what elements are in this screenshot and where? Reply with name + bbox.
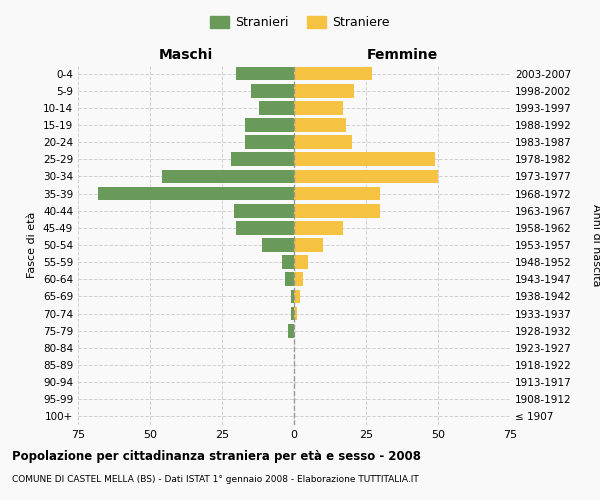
- Bar: [294, 118, 346, 132]
- Bar: [161, 170, 294, 183]
- Bar: [294, 306, 297, 320]
- Text: Popolazione per cittadinanza straniera per età e sesso - 2008: Popolazione per cittadinanza straniera p…: [12, 450, 421, 463]
- Text: Femmine: Femmine: [367, 48, 437, 62]
- Bar: [291, 306, 294, 320]
- Text: COMUNE DI CASTEL MELLA (BS) - Dati ISTAT 1° gennaio 2008 - Elaborazione TUTTITAL: COMUNE DI CASTEL MELLA (BS) - Dati ISTAT…: [12, 475, 419, 484]
- Bar: [294, 290, 300, 304]
- Bar: [294, 256, 308, 269]
- Bar: [294, 136, 352, 149]
- Bar: [251, 84, 294, 98]
- Bar: [294, 101, 343, 114]
- Bar: [236, 66, 294, 80]
- Bar: [294, 272, 302, 286]
- Bar: [286, 272, 294, 286]
- Bar: [98, 186, 294, 200]
- Bar: [283, 256, 294, 269]
- Bar: [236, 221, 294, 234]
- Bar: [259, 101, 294, 114]
- Bar: [294, 170, 438, 183]
- Bar: [230, 152, 294, 166]
- Bar: [294, 204, 380, 218]
- Bar: [291, 290, 294, 304]
- Bar: [245, 118, 294, 132]
- Y-axis label: Fasce di età: Fasce di età: [28, 212, 37, 278]
- Bar: [294, 221, 343, 234]
- Bar: [294, 186, 380, 200]
- Bar: [294, 84, 355, 98]
- Bar: [294, 152, 435, 166]
- Bar: [294, 238, 323, 252]
- Bar: [245, 136, 294, 149]
- Text: Maschi: Maschi: [159, 48, 213, 62]
- Y-axis label: Anni di nascita: Anni di nascita: [591, 204, 600, 286]
- Bar: [288, 324, 294, 338]
- Legend: Stranieri, Straniere: Stranieri, Straniere: [205, 11, 395, 34]
- Bar: [262, 238, 294, 252]
- Bar: [294, 66, 372, 80]
- Bar: [233, 204, 294, 218]
